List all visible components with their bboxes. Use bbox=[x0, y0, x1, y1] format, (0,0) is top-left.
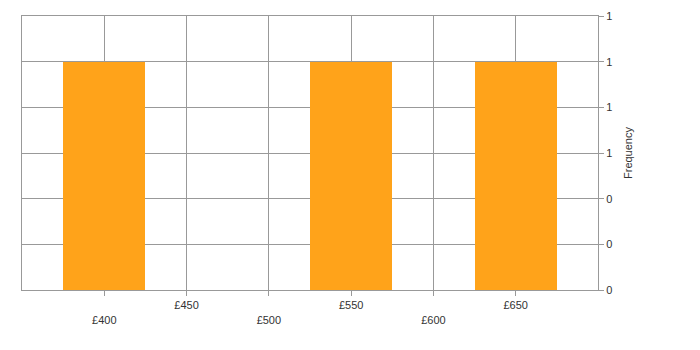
svg-text:0: 0 bbox=[606, 284, 612, 296]
svg-text:£450: £450 bbox=[174, 299, 198, 311]
svg-text:1: 1 bbox=[606, 56, 612, 68]
svg-text:1: 1 bbox=[606, 147, 612, 159]
svg-text:£550: £550 bbox=[339, 299, 363, 311]
svg-text:£400: £400 bbox=[92, 314, 116, 326]
svg-text:£650: £650 bbox=[503, 299, 527, 311]
svg-text:0: 0 bbox=[606, 238, 612, 250]
svg-text:£500: £500 bbox=[257, 314, 281, 326]
svg-text:0: 0 bbox=[606, 193, 612, 205]
svg-text:1: 1 bbox=[606, 101, 612, 113]
svg-text:£600: £600 bbox=[421, 314, 445, 326]
svg-text:Frequency: Frequency bbox=[622, 127, 634, 179]
svg-text:1: 1 bbox=[606, 10, 612, 22]
